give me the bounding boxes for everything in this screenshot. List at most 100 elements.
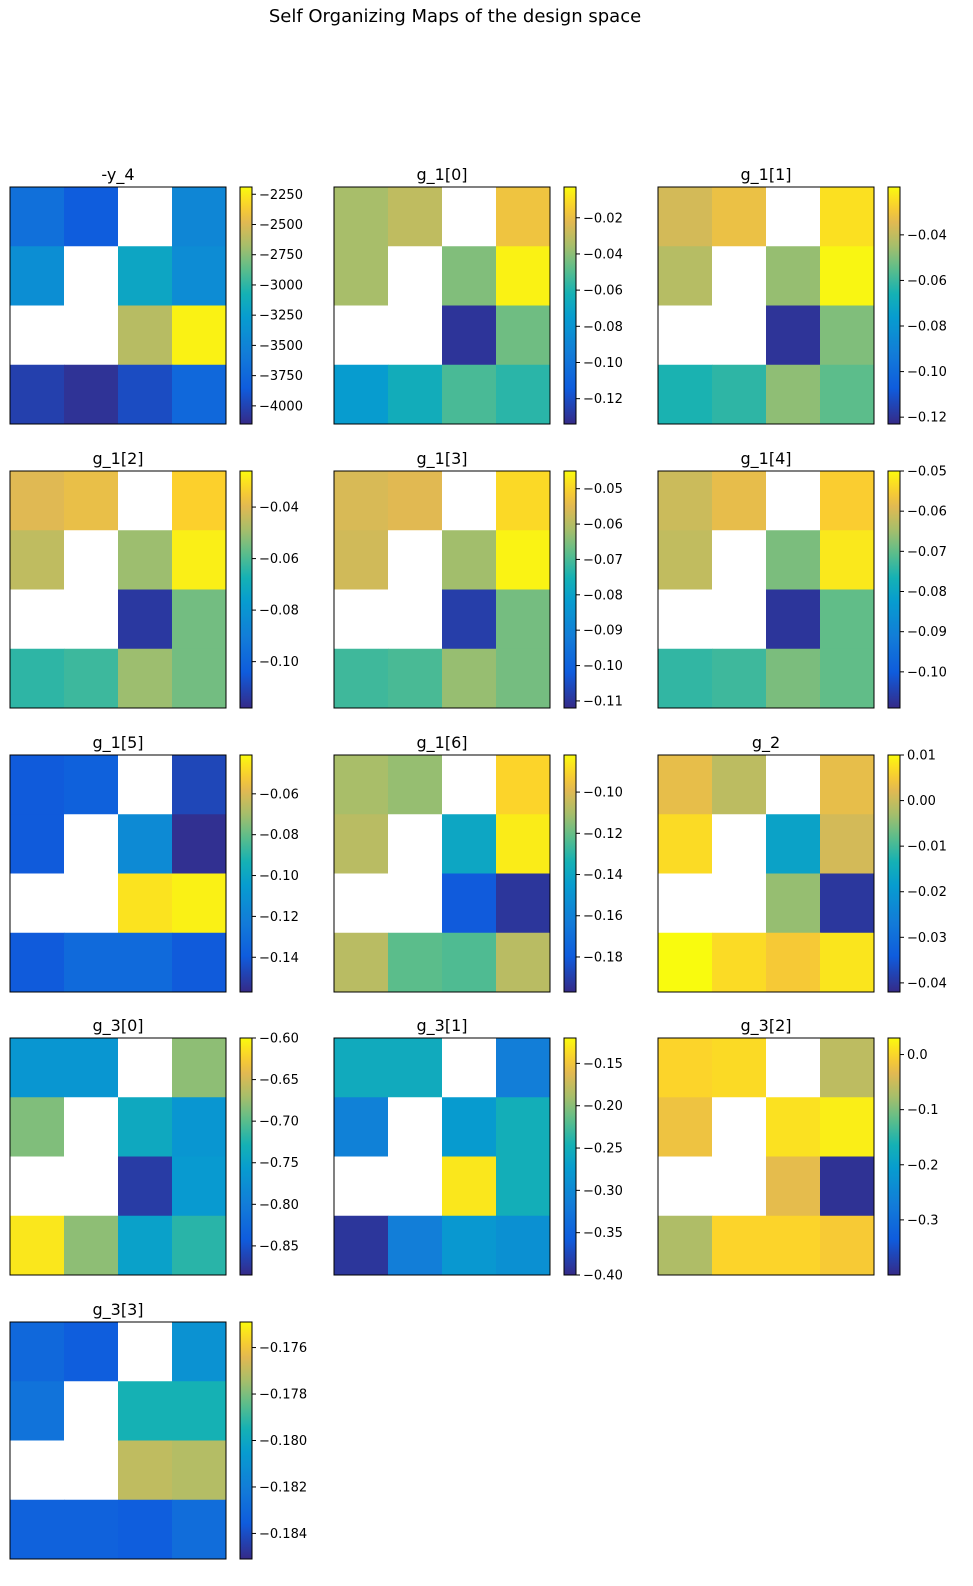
heatmap-cell	[10, 1499, 65, 1560]
som-panel: -y_4 −2250 −2500 −2750 −3000 −3250 −3500 −3750 −…	[9, 165, 303, 425]
heatmap-cell	[658, 246, 713, 306]
colorbar-tick-label: −0.2	[907, 1158, 939, 1173]
colorbar-tick-label: −0.10	[259, 655, 299, 670]
heatmap-cell	[334, 814, 389, 874]
colorbar-tick-label: −0.16	[583, 909, 623, 924]
heatmap-cell	[334, 1156, 389, 1217]
heatmap-cell	[658, 932, 713, 993]
heatmap-cell	[820, 1038, 875, 1098]
heatmap-cell	[172, 1381, 227, 1441]
heatmap-cell	[64, 187, 119, 247]
heatmap-cell	[334, 246, 389, 306]
som-panel: g_1[3] −0.05 −0.06 −0.07 −0.08 −0.09 −0.10 −0.1…	[333, 449, 623, 709]
som-panel: g_3[3] −0.176 −0.178 −0.180 −0.182 −0.184	[9, 1300, 307, 1560]
colorbar-tick-label: −0.3	[907, 1213, 939, 1228]
heatmap-cell	[766, 187, 821, 247]
heatmap-cell	[658, 589, 713, 650]
heatmap-cell	[442, 530, 497, 590]
colorbar-tick-label: 0.00	[907, 794, 936, 809]
heatmap-cell	[64, 873, 119, 934]
heatmap-cell	[10, 530, 65, 590]
panel-title: g_3[2]	[741, 1016, 792, 1036]
heatmap-cell	[118, 1097, 173, 1157]
heatmap-cell	[10, 1097, 65, 1157]
colorbar	[887, 754, 901, 993]
colorbar-tick-label: −0.75	[259, 1156, 299, 1171]
colorbar-tick-label: −0.06	[259, 787, 299, 802]
som-panel: g_1[2] −0.04 −0.06 −0.08 −0.10	[9, 449, 299, 709]
heatmap-cell	[172, 1038, 227, 1098]
heatmap-cell	[172, 1322, 227, 1382]
heatmap-cell	[820, 755, 875, 815]
heatmap-cell	[118, 1499, 173, 1560]
heatmap-cell	[388, 471, 443, 531]
heatmap-cell	[10, 755, 65, 815]
heatmap-cell	[820, 471, 875, 531]
colorbar-tick-label: −3250	[259, 309, 303, 324]
heatmap-frame	[333, 470, 551, 709]
colorbar	[887, 186, 901, 425]
heatmap-cell	[820, 1156, 875, 1217]
heatmap-cell	[334, 873, 389, 934]
heatmap-cell	[442, 1156, 497, 1217]
heatmap-cell	[442, 1215, 497, 1276]
heatmap-cell	[820, 589, 875, 650]
heatmap-cell	[334, 471, 389, 531]
heatmap-frame	[9, 1321, 227, 1560]
heatmap-cell	[388, 530, 443, 590]
heatmap-cell	[442, 364, 497, 425]
heatmap-cell	[172, 471, 227, 531]
heatmap-cell	[172, 873, 227, 934]
heatmap-cell	[10, 814, 65, 874]
heatmap-cell	[64, 1215, 119, 1276]
colorbar-tick-label: −0.180	[259, 1434, 307, 1449]
colorbar-tick-label: −0.06	[583, 284, 623, 299]
heatmap-cell	[658, 471, 713, 531]
heatmap-cell	[388, 1156, 443, 1217]
heatmap-cell	[10, 589, 65, 650]
colorbar	[239, 1321, 253, 1560]
heatmap-cell	[442, 246, 497, 306]
heatmap-cell	[766, 814, 821, 874]
colorbar	[239, 186, 253, 425]
heatmap-cell	[118, 1156, 173, 1217]
heatmap-cell	[442, 471, 497, 531]
heatmap-cell	[172, 1215, 227, 1276]
heatmap-cell	[172, 364, 227, 425]
colorbar	[563, 754, 577, 993]
heatmap-cell	[496, 530, 551, 590]
heatmap-cell	[820, 648, 875, 709]
heatmap-cell	[334, 305, 389, 366]
panel-title: g_1[1]	[741, 165, 792, 185]
heatmap-cell	[496, 471, 551, 531]
colorbar-tick-label: −0.02	[907, 885, 947, 900]
heatmap-cell	[712, 589, 767, 650]
heatmap-cell	[766, 873, 821, 934]
panel-title: g_3[0]	[93, 1016, 144, 1036]
colorbar-tick-label: −3750	[259, 369, 303, 384]
heatmap-cell	[712, 873, 767, 934]
heatmap-cell	[172, 648, 227, 709]
heatmap-cell	[64, 1156, 119, 1217]
colorbar-tick-label: −0.08	[583, 320, 623, 335]
heatmap-cell	[712, 305, 767, 366]
colorbar-tick-label: −0.08	[907, 320, 947, 335]
heatmap-cell	[64, 530, 119, 590]
colorbar-tick-label: −0.65	[259, 1073, 299, 1088]
heatmap-cell	[10, 471, 65, 531]
heatmap-cell	[712, 1038, 767, 1098]
heatmap-cell	[766, 471, 821, 531]
colorbar-tick-label: −0.10	[907, 365, 947, 380]
colorbar-tick-label: −0.09	[907, 625, 947, 640]
heatmap-cell	[64, 1381, 119, 1441]
som-panel: g_1[5] −0.06 −0.08 −0.10 −0.12 −0.14	[9, 733, 299, 993]
heatmap-cell	[442, 305, 497, 366]
colorbar-tick-label: −0.60	[259, 1032, 299, 1047]
heatmap-cell	[118, 305, 173, 366]
heatmap-frame	[9, 470, 227, 709]
heatmap-cell	[712, 187, 767, 247]
colorbar-tick-label: −0.30	[583, 1184, 623, 1199]
heatmap-cell	[820, 1097, 875, 1157]
heatmap-cell	[658, 1038, 713, 1098]
